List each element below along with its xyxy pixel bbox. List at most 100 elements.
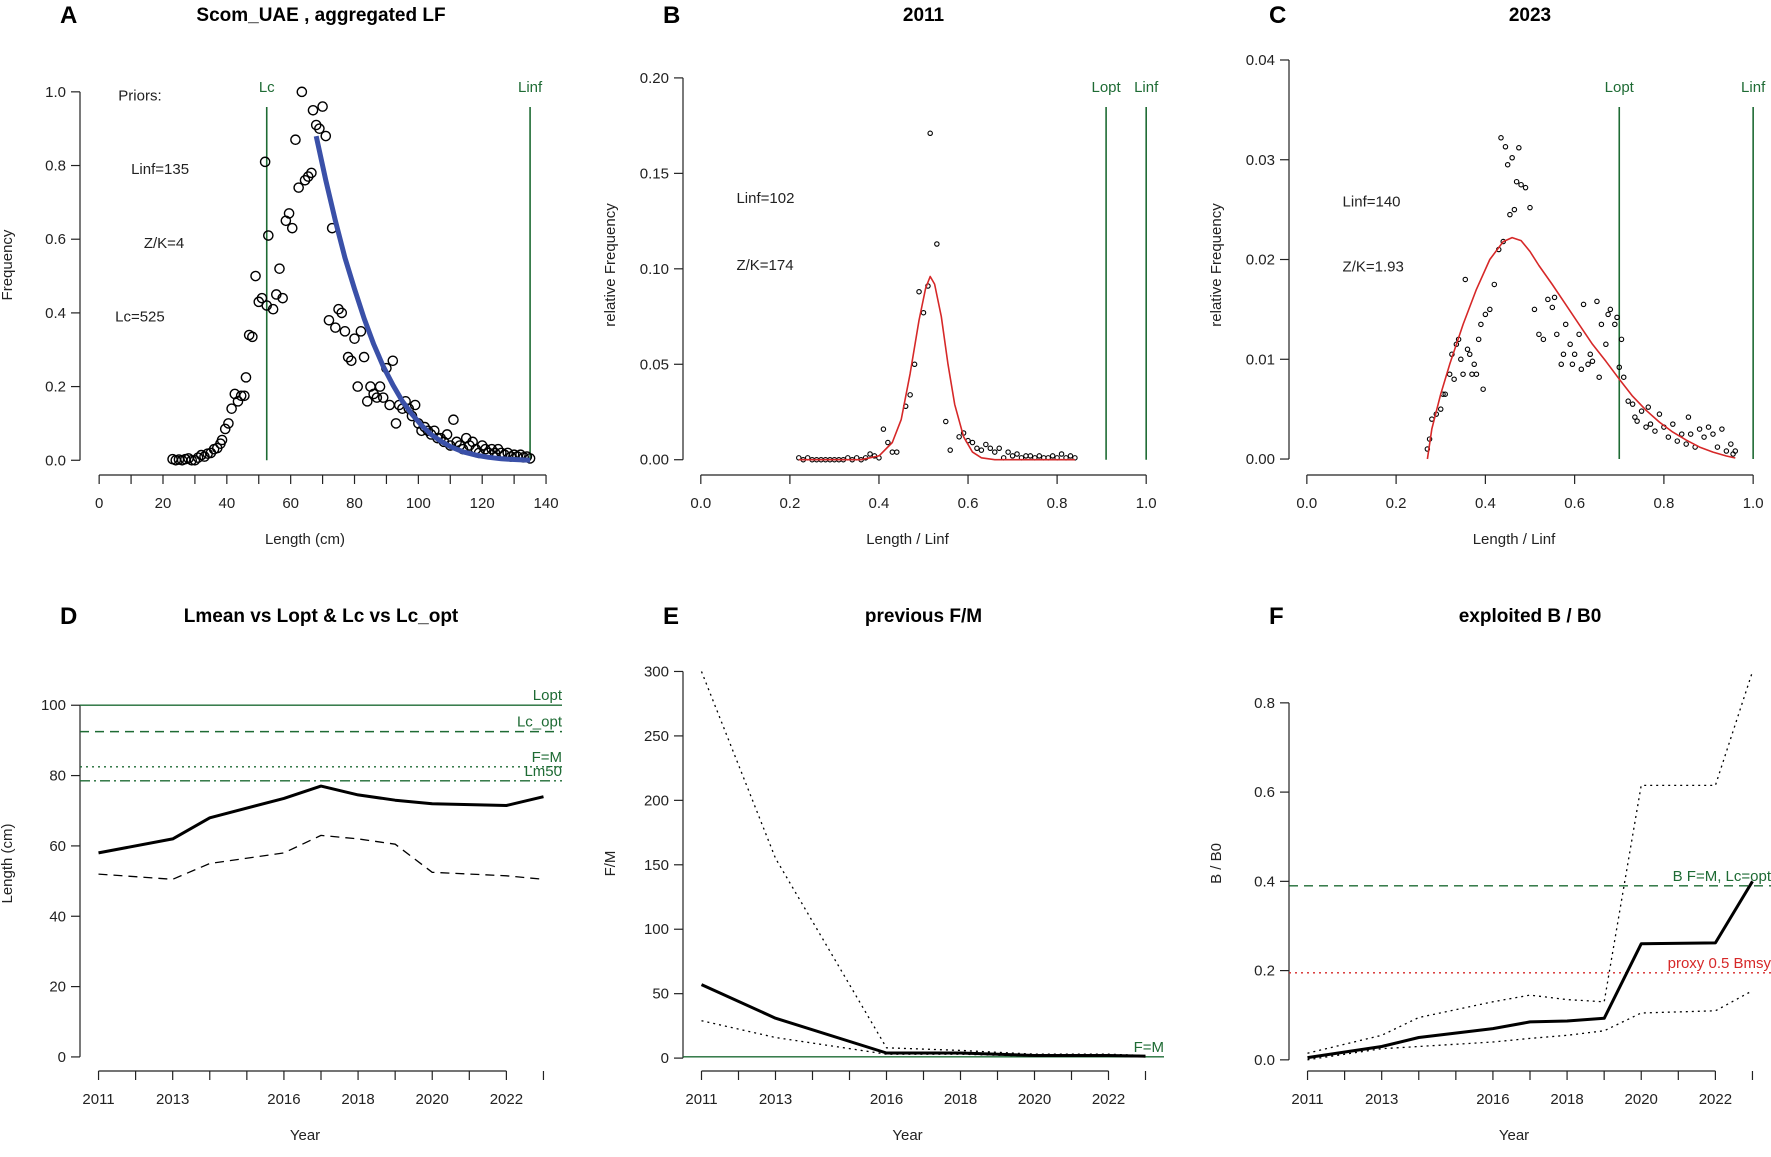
data-point bbox=[451, 436, 462, 448]
data-point bbox=[1562, 321, 1569, 328]
data-point bbox=[232, 396, 244, 407]
data-point bbox=[1471, 361, 1477, 368]
data-point bbox=[1522, 184, 1529, 191]
x-tick-label: 2022 bbox=[1699, 1091, 1732, 1108]
data-point bbox=[1545, 296, 1551, 303]
data-point bbox=[1460, 371, 1466, 377]
data-point bbox=[219, 423, 231, 435]
y-tick-label: 1.0 bbox=[45, 84, 66, 101]
data-point bbox=[1569, 361, 1576, 368]
x-tick-label: 0.0 bbox=[1296, 495, 1317, 512]
data-point bbox=[1446, 371, 1453, 377]
data-point bbox=[1674, 438, 1681, 444]
data-point bbox=[448, 414, 459, 426]
series-line-upper bbox=[700, 671, 1146, 1057]
x-tick-label: 60 bbox=[282, 495, 299, 512]
x-tick-label: 0.6 bbox=[1564, 495, 1585, 512]
data-point bbox=[1072, 455, 1078, 461]
x-tick-label: 0.2 bbox=[779, 495, 800, 512]
x-tick-label: 0.4 bbox=[1475, 495, 1496, 512]
fit-curve bbox=[1426, 236, 1736, 460]
data-point bbox=[422, 425, 434, 437]
annotation: Z/K=1.93 bbox=[1343, 258, 1404, 275]
data-point bbox=[1511, 206, 1518, 213]
data-point bbox=[1696, 426, 1703, 432]
data-point bbox=[1518, 181, 1524, 188]
data-point bbox=[1442, 391, 1448, 397]
data-point bbox=[1502, 144, 1509, 150]
data-point bbox=[1500, 238, 1506, 245]
x-axis-label: Year bbox=[290, 1127, 320, 1144]
series-line-b-b0 bbox=[1307, 880, 1754, 1060]
x-tick-label: 2018 bbox=[1550, 1091, 1583, 1108]
data-point bbox=[371, 392, 383, 403]
x-tick-label: 1.0 bbox=[1136, 495, 1157, 512]
data-point bbox=[374, 381, 386, 392]
data-point bbox=[296, 86, 308, 98]
data-point bbox=[259, 156, 271, 168]
data-point bbox=[1578, 366, 1585, 373]
data-point bbox=[992, 449, 998, 455]
chart-title: 2011 bbox=[903, 5, 945, 26]
data-point bbox=[1589, 358, 1596, 365]
series-line-f-m bbox=[700, 983, 1146, 1058]
x-tick-label: 2020 bbox=[1018, 1091, 1051, 1108]
data-point bbox=[267, 303, 279, 315]
panel-label: F bbox=[1269, 603, 1284, 630]
x-tick-label: 140 bbox=[534, 495, 559, 512]
panel-label: A bbox=[60, 2, 77, 29]
data-point bbox=[796, 455, 802, 461]
data-point bbox=[1632, 414, 1638, 420]
data-point bbox=[969, 439, 976, 446]
data-point bbox=[476, 440, 488, 451]
x-tick-label: 0.2 bbox=[1386, 495, 1407, 512]
data-point bbox=[1527, 204, 1533, 211]
data-point bbox=[186, 454, 198, 466]
data-point bbox=[894, 449, 900, 455]
vline-label: Lopt bbox=[1605, 79, 1635, 96]
data-point bbox=[349, 333, 360, 344]
data-point bbox=[943, 418, 949, 425]
data-point bbox=[1487, 306, 1493, 313]
data-point bbox=[1678, 431, 1685, 437]
annotation: Z/K=174 bbox=[736, 257, 793, 274]
y-tick-label: 0.8 bbox=[1254, 695, 1275, 712]
x-tick-label: 0.6 bbox=[958, 495, 979, 512]
annotation: Linf=102 bbox=[736, 190, 794, 207]
data-point bbox=[1701, 434, 1707, 440]
y-tick-label: 100 bbox=[41, 697, 66, 714]
panel-label: B bbox=[663, 2, 680, 29]
y-tick-label: 0.00 bbox=[1246, 451, 1275, 468]
x-tick-label: 2022 bbox=[1092, 1091, 1125, 1108]
data-point bbox=[1458, 356, 1464, 363]
data-point bbox=[1625, 398, 1631, 404]
y-tick-label: 0.8 bbox=[45, 158, 66, 175]
data-point bbox=[1478, 321, 1484, 328]
x-tick-label: 2020 bbox=[416, 1091, 449, 1108]
data-point bbox=[1618, 336, 1625, 343]
data-point bbox=[1723, 448, 1730, 454]
data-point bbox=[274, 263, 285, 274]
data-point bbox=[1685, 414, 1692, 420]
x-tick-label: 2011 bbox=[82, 1091, 114, 1108]
y-tick-label: 0.05 bbox=[640, 356, 669, 373]
data-point bbox=[1670, 421, 1676, 427]
y-tick-label: 60 bbox=[49, 838, 66, 855]
fit-curve bbox=[313, 135, 531, 463]
data-point bbox=[1480, 386, 1486, 392]
x-tick-label: 100 bbox=[406, 495, 431, 512]
data-point bbox=[286, 222, 298, 234]
x-tick-label: 2016 bbox=[1476, 1091, 1509, 1108]
data-point bbox=[1549, 304, 1556, 311]
data-point bbox=[1607, 306, 1614, 313]
data-point bbox=[256, 292, 268, 304]
x-axis-label: Length / Linf bbox=[1473, 531, 1556, 548]
data-point bbox=[920, 309, 927, 316]
data-point bbox=[1014, 451, 1020, 457]
data-point bbox=[1719, 426, 1725, 432]
data-point bbox=[1652, 428, 1658, 434]
data-point bbox=[1612, 321, 1618, 328]
data-point bbox=[486, 443, 498, 455]
data-point bbox=[1504, 161, 1511, 168]
